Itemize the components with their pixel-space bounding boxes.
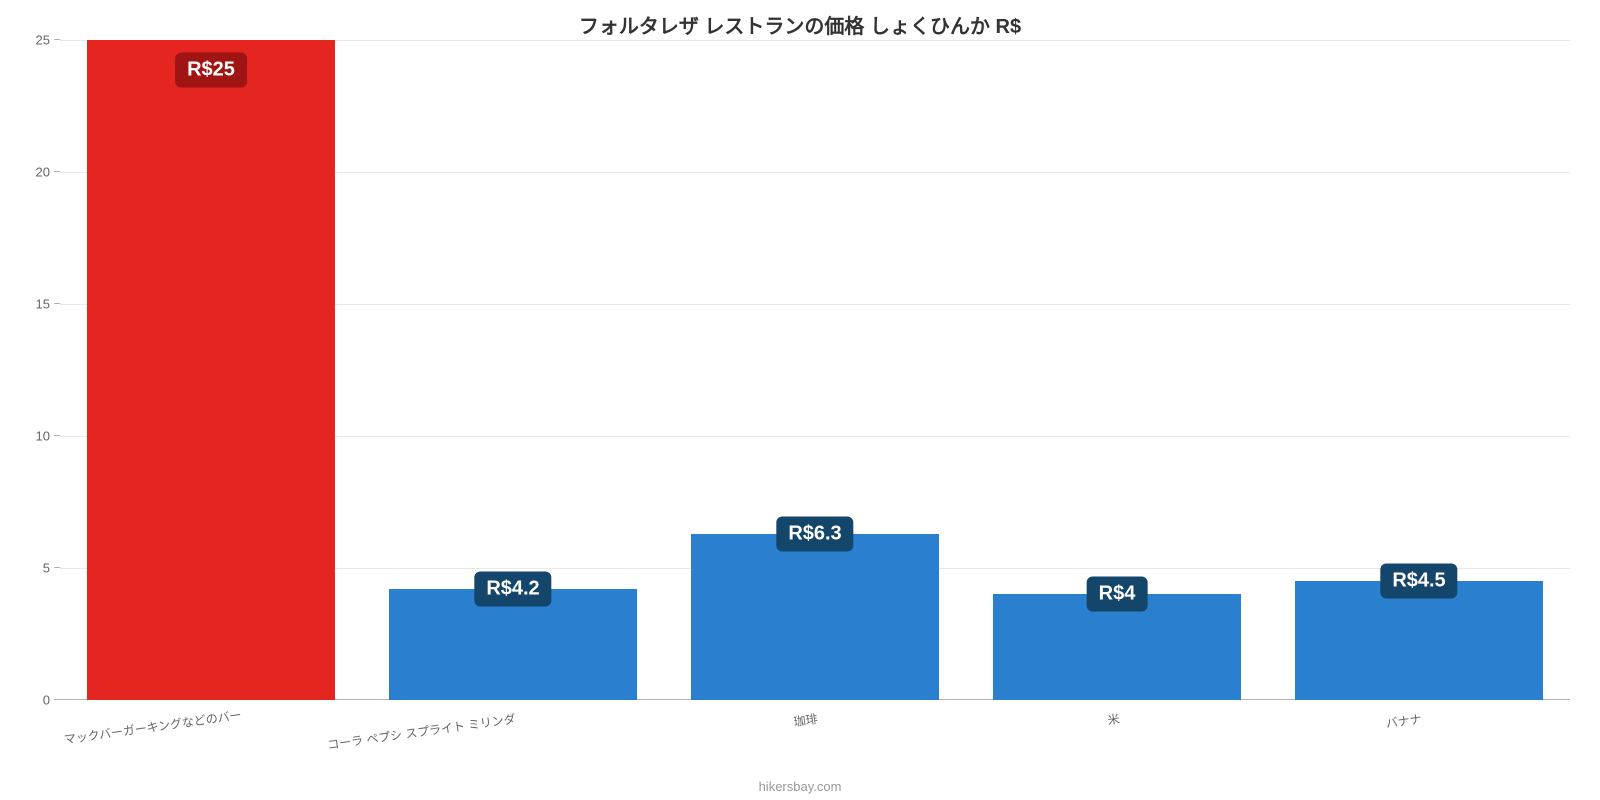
y-tick-label: 10 xyxy=(36,429,60,444)
chart-title: フォルタレザ レストランの価格 しょくひんか R$ xyxy=(0,10,1600,39)
y-tick-label: 20 xyxy=(36,165,60,180)
y-tick-label: 0 xyxy=(43,693,60,708)
price-bar-chart: フォルタレザ レストランの価格 しょくひんか R$ 0510152025R$25… xyxy=(0,0,1600,800)
y-tick-label: 5 xyxy=(43,561,60,576)
y-tick-mark xyxy=(54,39,60,40)
y-tick-mark xyxy=(54,303,60,304)
y-tick-mark xyxy=(54,435,60,436)
bar xyxy=(1295,581,1543,700)
plot-area: 0510152025R$25マックバーガーキングなどのバーR$4.2コーラ ペプ… xyxy=(60,40,1570,700)
y-tick-label: 15 xyxy=(36,297,60,312)
bar-value-label: R$4 xyxy=(1087,577,1148,612)
bar-value-label: R$4.2 xyxy=(474,572,551,607)
bar xyxy=(87,40,335,700)
bar-value-label: R$4.5 xyxy=(1380,564,1457,599)
x-tick-label: マックバーガーキングなどのバー xyxy=(61,700,214,748)
bar-value-label: R$6.3 xyxy=(776,516,853,551)
bar-value-label: R$25 xyxy=(175,53,247,88)
attribution-text: hikersbay.com xyxy=(0,779,1600,794)
bar xyxy=(691,534,939,700)
y-tick-label: 25 xyxy=(36,33,60,48)
y-tick-mark xyxy=(54,567,60,568)
y-tick-mark xyxy=(54,171,60,172)
